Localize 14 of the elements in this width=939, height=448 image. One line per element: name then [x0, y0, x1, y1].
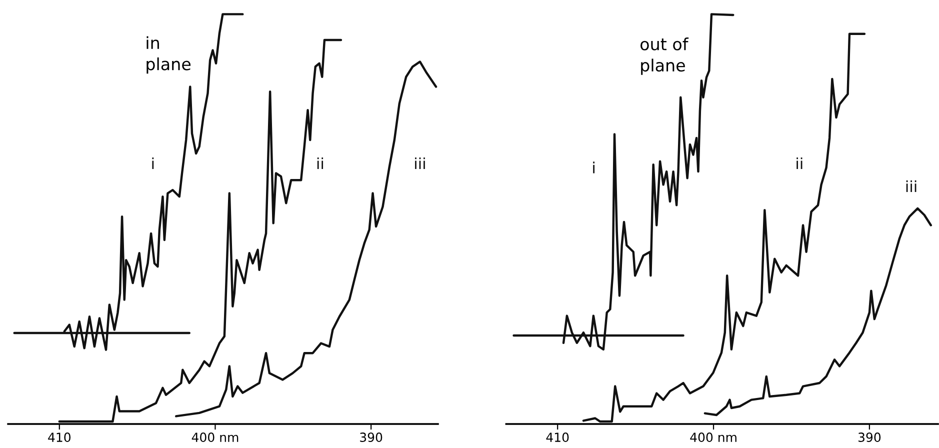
x-tick-label: 410	[48, 432, 70, 442]
series-label: ii	[317, 157, 324, 170]
series-label: i	[152, 157, 154, 170]
x-tick-label: 390	[360, 432, 382, 442]
series-label: iii	[415, 157, 425, 170]
x-tick-label: 400 nm	[690, 432, 736, 442]
text: out of plane	[640, 38, 689, 75]
series-label: iii	[906, 180, 916, 192]
series-label: ii	[796, 157, 802, 170]
x-tick-label: 390	[858, 432, 881, 442]
x-tick-label: 410	[546, 432, 569, 442]
text: in plane	[146, 36, 191, 74]
x-tick-label: 400 nm	[192, 432, 238, 442]
series-label: i	[593, 162, 594, 174]
